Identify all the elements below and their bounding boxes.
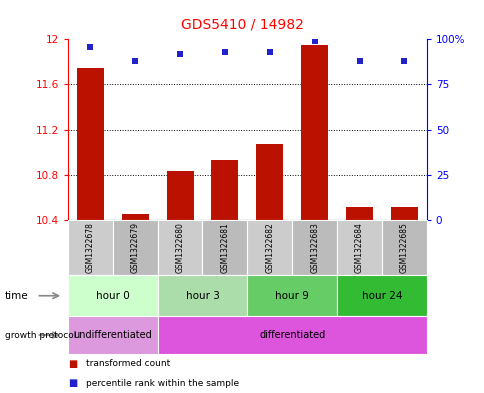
Bar [76,68,104,220]
Text: GSM1322685: GSM1322685 [399,222,408,273]
Text: time: time [5,291,29,301]
Point [221,49,228,55]
Point [310,38,318,44]
Bar [301,45,327,220]
Text: hour 3: hour 3 [185,291,219,301]
Text: ■: ■ [68,378,77,388]
Text: percentile rank within the sample: percentile rank within the sample [86,379,239,387]
Bar [256,144,283,220]
Text: transformed count: transformed count [86,359,170,368]
Text: growth protocol: growth protocol [5,331,76,340]
Text: GSM1322679: GSM1322679 [130,222,139,273]
Text: GDS5410 / 14982: GDS5410 / 14982 [181,18,303,32]
Point [265,49,273,55]
Bar [390,207,417,220]
Point [176,51,183,57]
Point [400,58,408,64]
Text: hour 9: hour 9 [275,291,308,301]
Text: hour 24: hour 24 [361,291,401,301]
Point [131,58,139,64]
Bar [121,215,148,220]
Point [355,58,363,64]
Text: GSM1322683: GSM1322683 [309,222,318,273]
Point [86,43,94,50]
Bar [346,207,372,220]
Text: hour 0: hour 0 [96,291,129,301]
Text: GSM1322684: GSM1322684 [354,222,363,273]
Bar [211,160,238,220]
Bar [166,171,193,220]
Text: GSM1322681: GSM1322681 [220,222,229,273]
Text: GSM1322678: GSM1322678 [86,222,95,273]
Text: differentiated: differentiated [258,330,325,340]
Text: GSM1322680: GSM1322680 [175,222,184,273]
Text: GSM1322682: GSM1322682 [265,222,274,273]
Text: undifferentiated: undifferentiated [73,330,152,340]
Text: ■: ■ [68,358,77,369]
